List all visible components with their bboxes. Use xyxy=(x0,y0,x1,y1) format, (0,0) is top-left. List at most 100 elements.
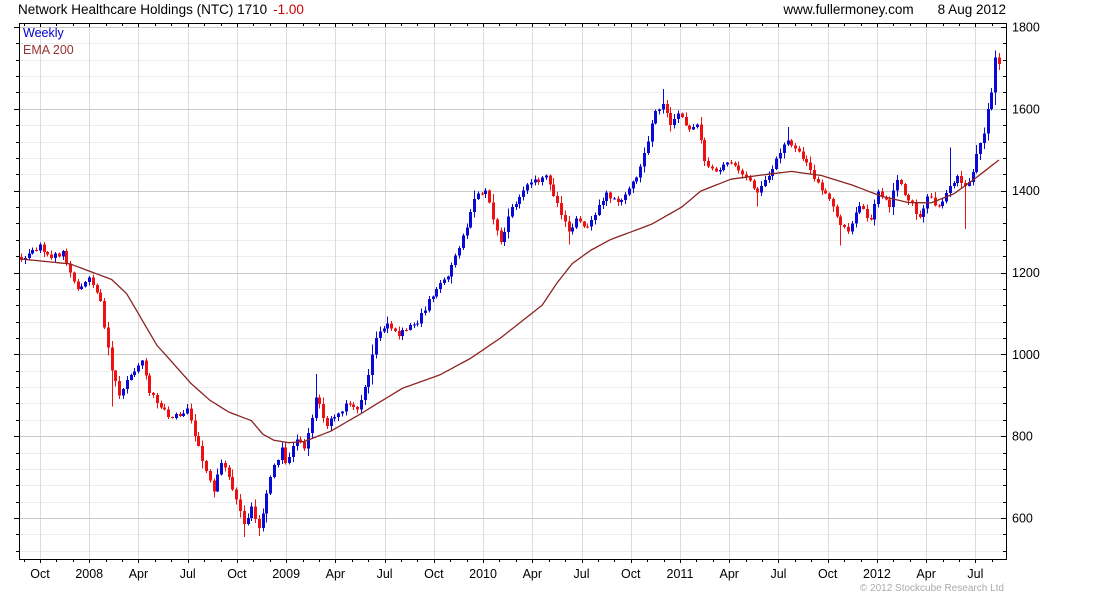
candlestick xyxy=(250,502,253,521)
candle-body xyxy=(635,177,638,182)
candle-body xyxy=(239,499,242,511)
candlestick xyxy=(224,460,227,472)
candle-body xyxy=(43,244,46,252)
candle-body xyxy=(432,296,435,300)
candle-body xyxy=(737,165,740,171)
candlestick xyxy=(862,204,865,210)
candle-body xyxy=(345,403,348,412)
candle-body xyxy=(477,193,480,199)
candlestick xyxy=(972,169,975,186)
y-axis-label: 1000 xyxy=(1012,348,1040,362)
candle-body xyxy=(197,436,200,447)
candle-body xyxy=(771,169,774,176)
y-axis-label: 1400 xyxy=(1012,184,1040,198)
candlestick xyxy=(281,442,284,464)
candlestick xyxy=(552,178,555,197)
candlestick xyxy=(987,103,990,141)
candlestick xyxy=(673,114,676,129)
candlestick xyxy=(779,148,782,164)
candle-body xyxy=(745,174,748,178)
candlestick xyxy=(605,190,608,206)
candle-body xyxy=(371,354,374,375)
x-axis-label: Jul xyxy=(377,567,393,581)
candle-body xyxy=(31,249,34,254)
candlestick xyxy=(756,187,759,207)
candlestick xyxy=(545,174,548,180)
candle-body xyxy=(949,185,952,193)
candlestick xyxy=(847,223,850,235)
candlestick xyxy=(484,188,487,198)
candle-body xyxy=(568,221,571,232)
candle-body xyxy=(262,513,265,529)
candlestick xyxy=(466,223,469,239)
candle-body xyxy=(972,171,975,182)
candle-body xyxy=(843,225,846,227)
candle-body xyxy=(394,328,397,331)
y-axis-label: 1200 xyxy=(1012,266,1040,280)
x-axis-label: Apr xyxy=(326,567,345,581)
candlestick xyxy=(571,223,574,235)
candlestick xyxy=(575,216,578,229)
candle-body xyxy=(726,162,729,165)
candle-body xyxy=(333,417,336,419)
candlestick xyxy=(794,143,797,153)
candle-body xyxy=(213,480,216,492)
candlestick xyxy=(201,440,204,469)
candle-body xyxy=(439,283,442,289)
candlestick xyxy=(137,363,140,374)
candle-body xyxy=(133,371,136,375)
candle-body xyxy=(681,113,684,118)
candle-body xyxy=(836,206,839,217)
candlestick xyxy=(383,325,386,334)
candle-body xyxy=(235,489,238,500)
candlestick xyxy=(386,316,389,334)
candlestick xyxy=(88,276,91,286)
x-axis-label: Oct xyxy=(818,567,838,581)
candle-body xyxy=(870,217,873,220)
candlestick xyxy=(364,384,367,406)
candlestick xyxy=(787,126,790,147)
candle-body xyxy=(349,403,352,405)
candle-body xyxy=(413,324,416,326)
candlestick xyxy=(522,186,525,201)
candle-body xyxy=(541,177,544,183)
candle-body xyxy=(756,188,759,193)
candle-body xyxy=(401,329,404,336)
candle-body xyxy=(163,407,166,410)
candle-body xyxy=(390,323,393,329)
candle-body xyxy=(749,177,752,181)
candlestick xyxy=(922,205,925,223)
candlestick xyxy=(458,245,461,259)
candle-body xyxy=(364,387,367,400)
candle-body xyxy=(900,180,903,184)
candle-body xyxy=(790,140,793,146)
candlestick xyxy=(284,442,287,465)
candlestick xyxy=(409,323,412,331)
candle-body xyxy=(247,517,250,525)
candlestick xyxy=(315,373,318,421)
candle-body xyxy=(352,404,355,408)
candlestick xyxy=(394,327,397,332)
candle-body xyxy=(481,193,484,195)
candlestick xyxy=(771,165,774,181)
candle-body xyxy=(911,200,914,203)
candlestick xyxy=(197,432,200,447)
candlestick xyxy=(398,326,401,340)
candle-body xyxy=(99,292,102,302)
candle-body xyxy=(938,205,941,207)
x-axis-label: Oct xyxy=(30,567,50,581)
candlestick xyxy=(235,487,238,505)
candle-body xyxy=(953,182,956,186)
candlestick xyxy=(737,161,740,174)
candlestick xyxy=(518,194,521,209)
candle-body xyxy=(160,402,163,408)
candlestick xyxy=(900,179,903,186)
candlestick xyxy=(247,513,250,526)
legend-timeframe: Weekly xyxy=(23,26,64,40)
candle-body xyxy=(450,264,453,277)
candle-body xyxy=(692,127,695,130)
candle-body xyxy=(722,164,725,170)
candlestick xyxy=(148,372,151,396)
candlestick xyxy=(258,515,261,537)
candle-body xyxy=(484,190,487,194)
